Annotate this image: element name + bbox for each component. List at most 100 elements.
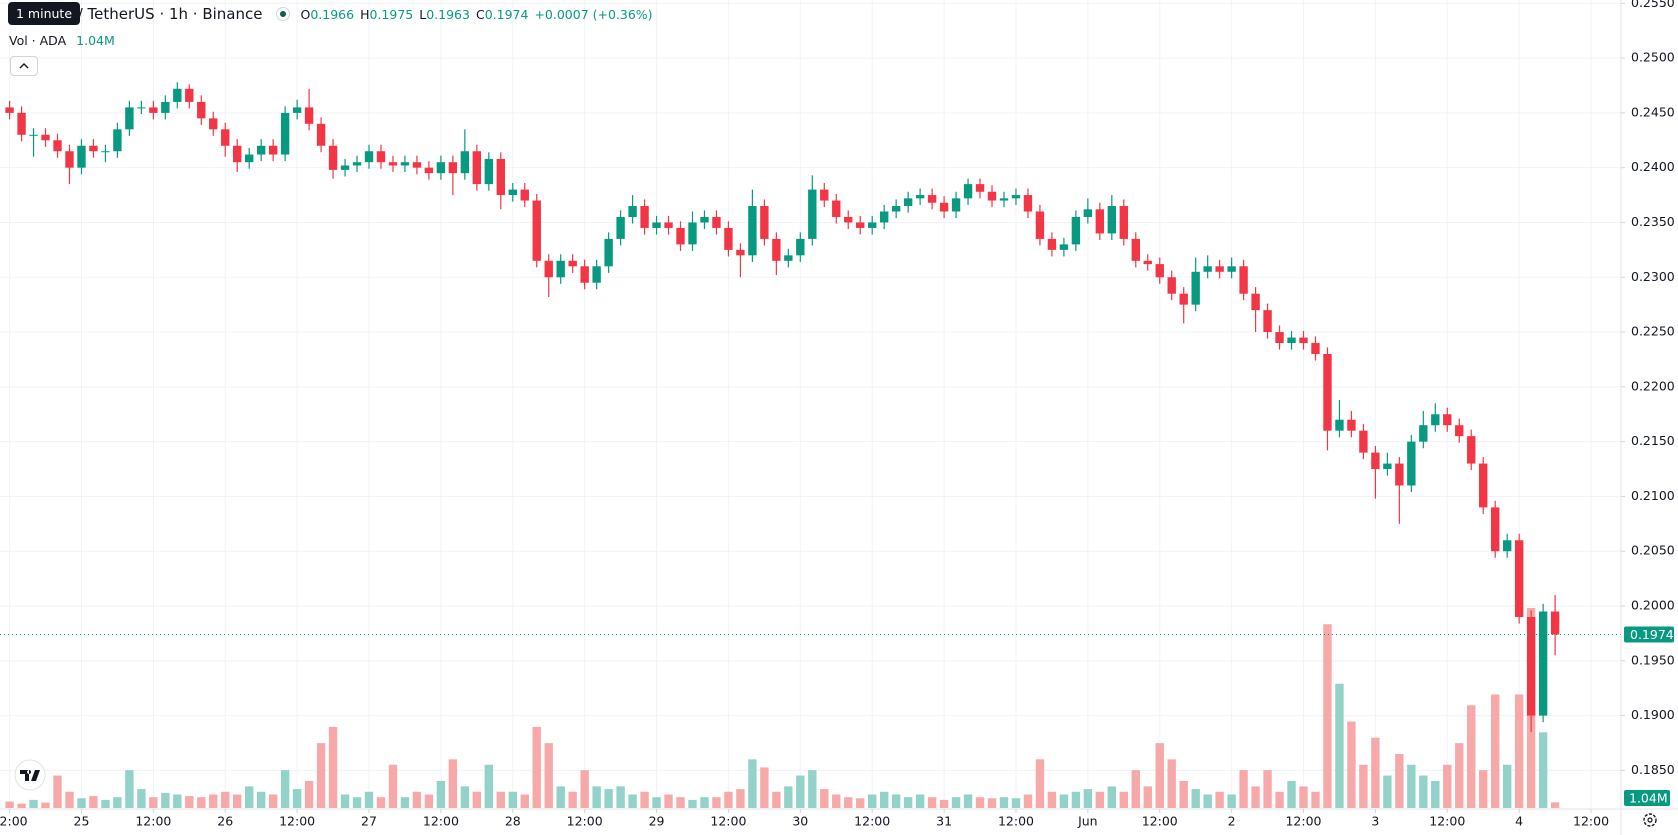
candle-body [137, 107, 146, 109]
volume-name[interactable]: Vol · ADA [9, 33, 67, 48]
volume-bar [951, 797, 961, 808]
volume-bar [1107, 786, 1117, 808]
volume-bar [676, 797, 685, 808]
volume-bar [1323, 624, 1332, 808]
candle-body [1047, 238, 1057, 250]
candle-body [1443, 414, 1452, 426]
volume-bar [448, 759, 458, 808]
volume-bar [688, 799, 697, 808]
volume-bar [1215, 791, 1224, 808]
candle-body [436, 162, 446, 174]
candle-body [963, 184, 973, 199]
candle-body [1383, 463, 1392, 470]
candle-body [1059, 244, 1069, 250]
settings-icon[interactable] [1643, 813, 1657, 827]
volume-bar [65, 791, 74, 808]
collapse-button[interactable] [10, 56, 38, 76]
x-tick-label: 12:00 [423, 814, 459, 829]
candle-body [664, 222, 673, 228]
candle-body [221, 129, 230, 146]
y-tick-label: 0.2450 [1631, 104, 1675, 119]
x-tick-label: 12:00 [1429, 814, 1465, 829]
candle-body [65, 151, 74, 168]
last-price-tag [1624, 626, 1674, 643]
candle-body [772, 238, 781, 261]
tooltip: 1 minute [8, 2, 81, 25]
y-tick-label: 0.2500 [1631, 50, 1675, 65]
candle-body [951, 198, 961, 212]
ohlc-value: 0.1975 [369, 6, 414, 22]
x-tick-label: 29 [649, 814, 665, 829]
volume-bar [556, 786, 565, 808]
candle-body [1323, 353, 1332, 431]
candle-body [1526, 616, 1536, 716]
ohlc-value: 0.1963 [426, 6, 470, 22]
ohlc-value: 0.1966 [310, 6, 355, 22]
volume-bar [221, 791, 230, 808]
candle-body [1287, 337, 1296, 344]
ohlc-key: L [419, 6, 427, 22]
volume-bar [1011, 798, 1021, 808]
time-axis-bg [0, 808, 1678, 835]
candle-body [197, 101, 206, 119]
x-tick-label: 27 [361, 814, 377, 829]
volume-bar [496, 791, 505, 808]
candle-body [1035, 211, 1045, 239]
volume-bar [1407, 764, 1416, 808]
volume-bar [844, 797, 853, 808]
y-tick-label: 0.2200 [1631, 378, 1675, 393]
candle-body [1239, 266, 1248, 294]
volume-bar [1491, 694, 1500, 808]
candle-body [280, 112, 290, 155]
candle-body [412, 162, 422, 168]
volume-bar [1275, 791, 1284, 808]
volume-bar [1071, 791, 1081, 808]
volume-bar [53, 775, 62, 808]
volume-bar [173, 794, 182, 808]
volume-bar [1095, 791, 1105, 808]
volume-bar [664, 794, 673, 808]
x-tick-label: 31 [936, 814, 952, 829]
volume-bar [400, 797, 410, 808]
volume-bar [1335, 683, 1344, 808]
candle-body [29, 134, 38, 136]
candle-body [77, 145, 86, 168]
volume-bar [17, 803, 26, 808]
candle-body [340, 165, 350, 170]
x-tick-label: 12:00 [1142, 814, 1178, 829]
candle-body [532, 200, 541, 261]
volume-bar [245, 786, 254, 808]
candle-body [364, 151, 374, 163]
candle-body [1407, 441, 1416, 486]
volume-bar [1395, 753, 1404, 808]
y-tick-label: 0.2400 [1631, 159, 1675, 174]
volume-bar [161, 792, 170, 808]
logo-mark [20, 770, 40, 781]
candle-body [1335, 419, 1344, 431]
candle-body [1179, 293, 1188, 305]
volume-bar [1479, 770, 1488, 808]
settings-ring [1643, 813, 1657, 827]
volume-bar [1239, 770, 1248, 808]
candle-body [1514, 540, 1524, 617]
volume-bar [29, 799, 38, 808]
candle-body [89, 145, 98, 152]
volume-bar [436, 780, 446, 808]
volume-bar [304, 780, 314, 808]
volume-bar [113, 797, 122, 808]
volume-bar [856, 798, 865, 808]
volume-bar [328, 726, 338, 808]
candle-body [173, 88, 182, 102]
volume-bar [364, 791, 374, 808]
candle-body [5, 107, 14, 113]
volume-bar [1359, 764, 1368, 808]
volume-bar [903, 797, 913, 808]
logo-bg [14, 759, 46, 791]
candle-body [1095, 209, 1105, 234]
candle-body [520, 189, 529, 201]
volume-bar [712, 797, 721, 808]
candle-body [1143, 260, 1152, 265]
y-tick-label: 0.1950 [1631, 652, 1675, 667]
candle-body [1155, 264, 1164, 278]
volume-bar [1514, 694, 1524, 808]
